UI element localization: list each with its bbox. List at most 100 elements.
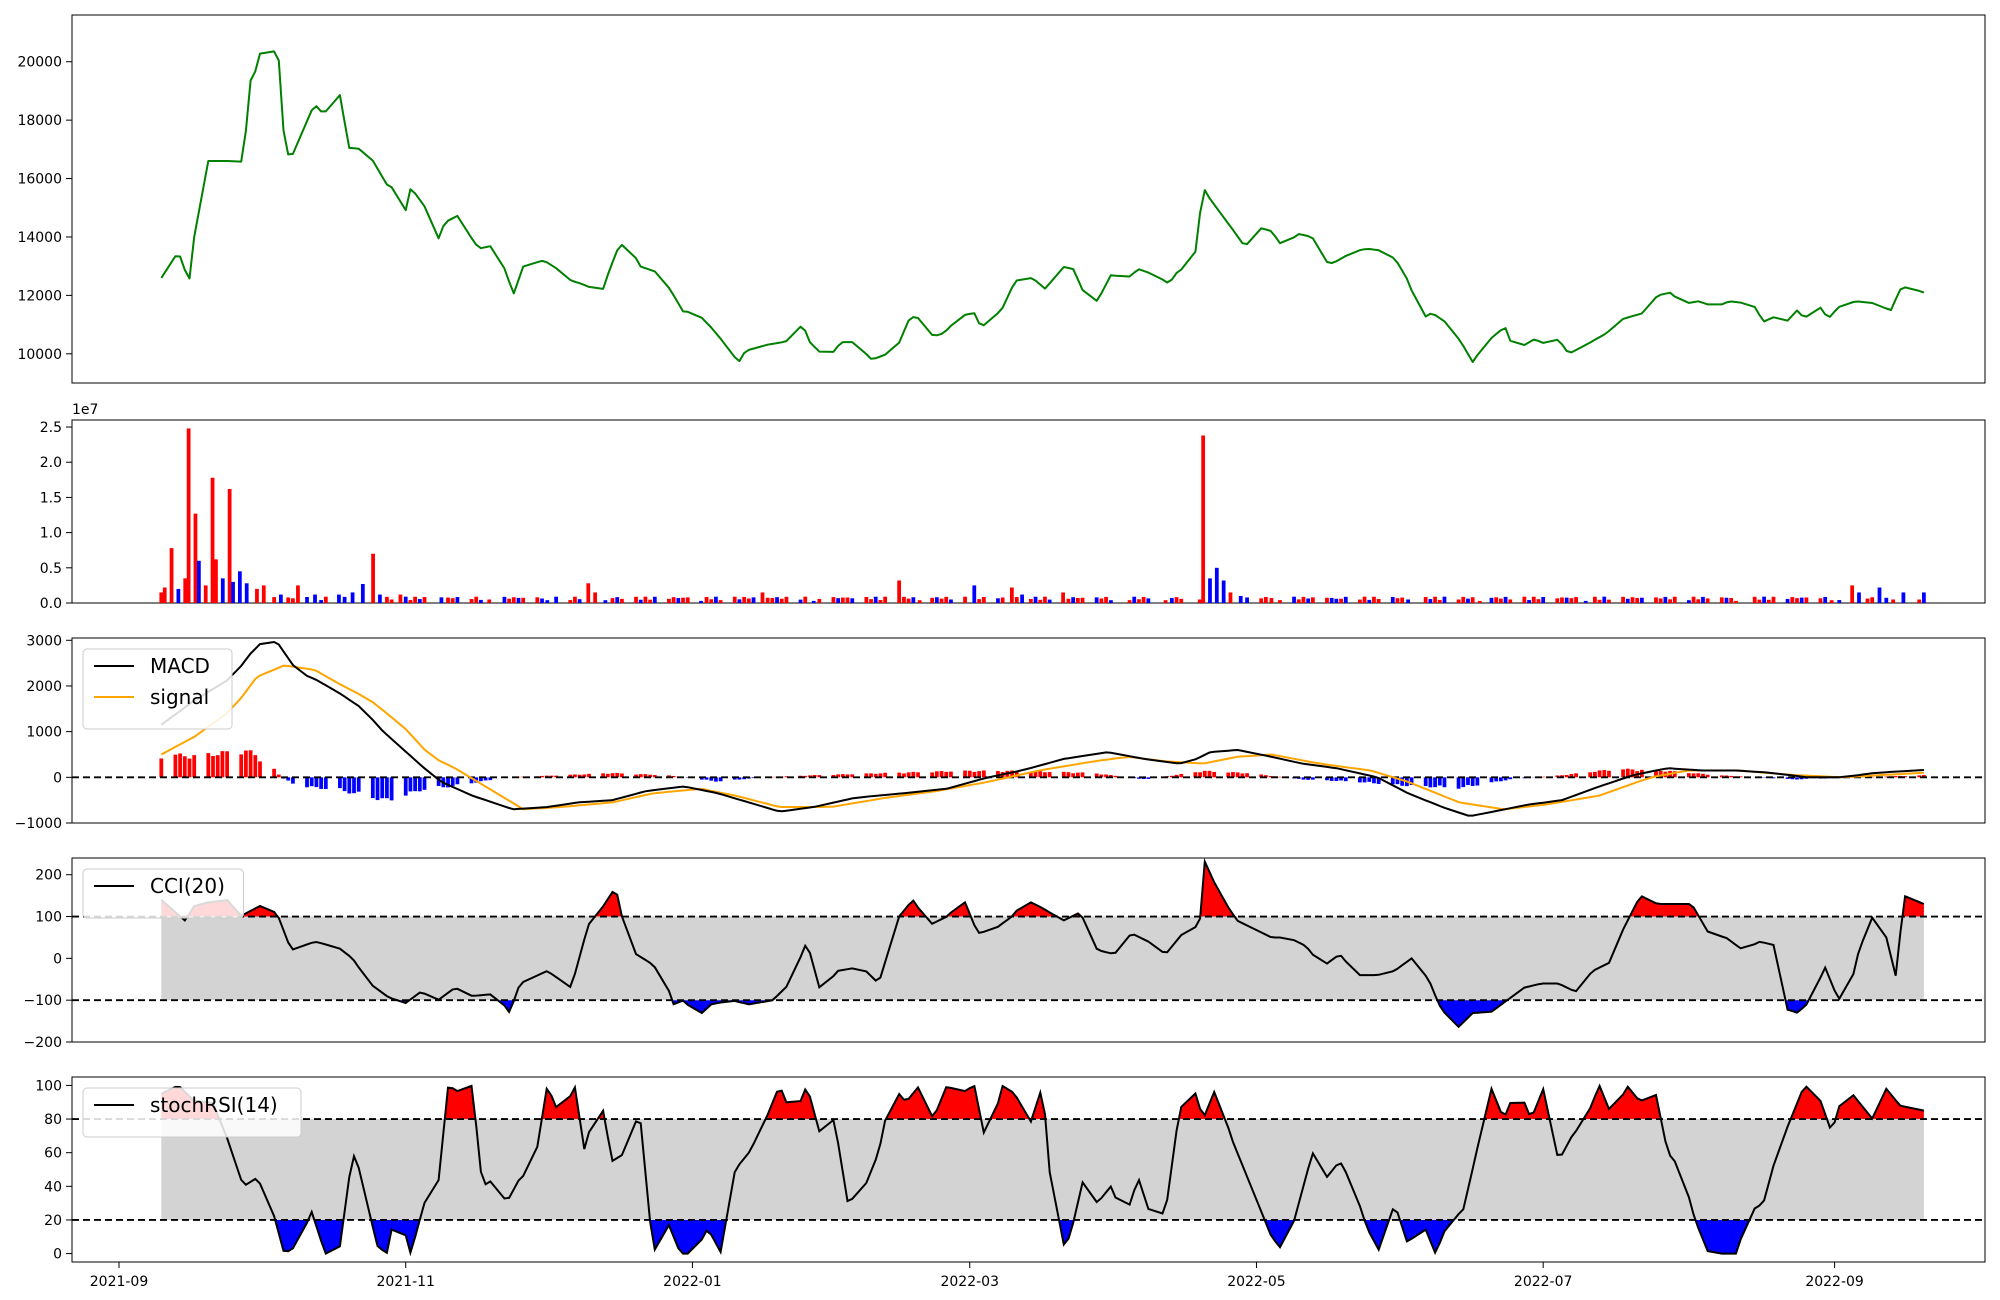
volume-bar (1597, 599, 1602, 603)
stoch-neutral-band (161, 1119, 1924, 1220)
stoch-oversold-fill (275, 1220, 309, 1252)
volume-bar (1127, 600, 1132, 603)
volume-bar (272, 597, 276, 603)
volume-bar (389, 599, 394, 603)
volume-bar (1766, 599, 1771, 603)
macd-hist-bar (1047, 772, 1052, 778)
volume-bar (873, 596, 878, 603)
macd-hist-bar (1108, 775, 1113, 778)
volume-bar (1701, 596, 1705, 603)
macd-hist-bar (803, 775, 808, 778)
macd-hist-bar (1179, 773, 1184, 778)
volume-bar (939, 598, 944, 603)
volume-bar (742, 596, 747, 603)
macd-hist-bar (1094, 773, 1099, 778)
stoch-overbought-fill (444, 1085, 476, 1119)
volume-bar (1292, 596, 1296, 603)
volume-bar (1630, 597, 1635, 603)
macd-hist-bar (1494, 777, 1499, 782)
macd-hist-bar (967, 770, 972, 778)
macd-hist-bar (582, 774, 587, 778)
macd-hist-bar (963, 770, 967, 778)
macd-hist-bar (1146, 777, 1151, 779)
volume-bar (902, 596, 906, 603)
volume-bar (1531, 596, 1536, 603)
volume-bar (203, 585, 208, 603)
volume-bar (1564, 597, 1569, 603)
volume-bar (535, 597, 540, 603)
volume-bar (1179, 598, 1184, 603)
cci-overbought-fill (1902, 896, 1924, 917)
macd-hist-bar (1705, 774, 1710, 778)
macd-hist-bar (1423, 777, 1428, 786)
volume-bar (1705, 598, 1710, 603)
volume-bar (507, 598, 512, 603)
volume-bar (732, 596, 737, 603)
volume-bar (1795, 598, 1799, 603)
volume-bar (408, 599, 413, 603)
macd-hist-bar (1785, 777, 1790, 779)
macd-hist-bar (996, 770, 1000, 778)
volume-bar (1132, 596, 1137, 603)
x-tick-label: 2022-09 (1805, 1274, 1864, 1290)
stoch-ytick-label: 60 (44, 1146, 62, 1162)
volume-bar (1301, 596, 1306, 603)
macd-hist-bar (709, 777, 714, 781)
volume-bar (1428, 599, 1433, 603)
volume-bar (1296, 599, 1301, 603)
volume-bar (1310, 597, 1315, 603)
volume-bar (1343, 596, 1348, 603)
volume-frame (71, 419, 1986, 604)
volume-bar (469, 599, 474, 603)
macd-hist-bar (652, 775, 657, 778)
signal-line (160, 664, 1924, 811)
macd-hist-bar (1231, 772, 1235, 778)
macd-hist-bar (1043, 772, 1047, 778)
volume-bar (714, 596, 718, 603)
cci-overbought-fill (946, 902, 971, 917)
macd-hist-bar (1137, 777, 1141, 779)
stoch-overbought-fill (1583, 1085, 1661, 1119)
volume-bar (573, 596, 577, 603)
volume-bar (1259, 598, 1264, 603)
volume-bar (1729, 598, 1734, 603)
macd-hist-bar (1475, 777, 1480, 786)
macd-hist-bar (1696, 773, 1701, 778)
volume-bar (1602, 596, 1607, 603)
volume-bar (603, 600, 608, 603)
macd-hist-bar (1202, 770, 1207, 778)
stoch-oversold-fill (1364, 1220, 1389, 1250)
volume-bar (545, 600, 550, 603)
macd-hist-bar (1033, 771, 1038, 778)
stoch-oversold-fill (650, 1220, 727, 1254)
macd-hist-bar (934, 771, 939, 778)
macd-hist-bar (812, 775, 817, 778)
volume-bar (1071, 597, 1076, 603)
cci-ytick-label: 0 (53, 951, 62, 967)
volume-bar (911, 597, 916, 603)
macd-hist-bar (808, 775, 812, 778)
macd-hist-bar (1691, 773, 1696, 778)
volume-bar (1498, 598, 1503, 603)
macd-hist-bar (540, 775, 544, 778)
macd-hist-bar (347, 777, 352, 794)
volume-bar (1263, 596, 1268, 603)
volume-bar (704, 596, 709, 603)
volume-bar (1696, 599, 1701, 603)
macd-hist-bar (850, 774, 855, 778)
volume-bar (1477, 600, 1482, 603)
price-ytick-label: 20000 (17, 55, 62, 71)
volume-bar (1541, 596, 1546, 603)
macd-hist-bar (1362, 777, 1367, 783)
volume-bar (305, 596, 309, 603)
volume-bar (1094, 597, 1099, 603)
volume-bar (1555, 598, 1560, 603)
macd-hist-bar (1263, 775, 1268, 778)
macd-hist-bar (902, 773, 906, 778)
volume-bar (798, 599, 803, 603)
macd-hist-bar (291, 777, 295, 784)
x-tick-label: 2022-03 (940, 1274, 999, 1290)
volume-bar (261, 585, 266, 603)
volume-bar (878, 599, 883, 603)
